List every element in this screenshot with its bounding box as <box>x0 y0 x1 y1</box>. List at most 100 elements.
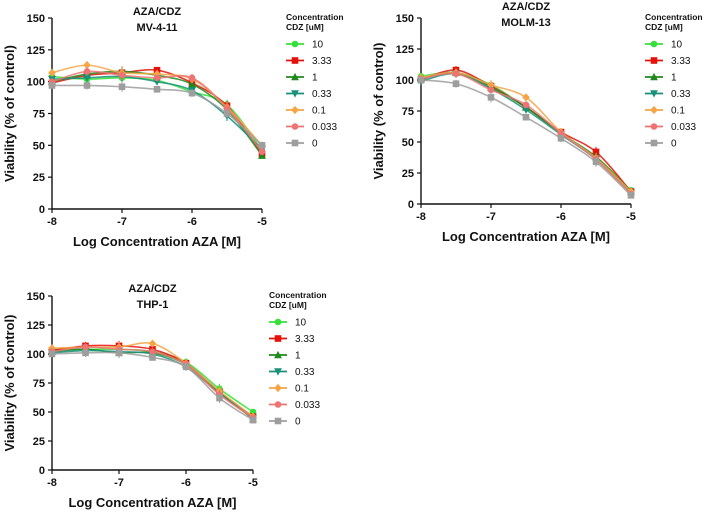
data-point <box>149 354 156 361</box>
legend-subtitle: CDZ [uM] <box>645 22 683 32</box>
data-point <box>216 394 223 402</box>
x-tick-label: -7 <box>117 216 127 228</box>
series-0.1 <box>417 68 635 196</box>
series-line <box>420 71 632 193</box>
y-tick-label: 0 <box>39 465 45 477</box>
legend-marker <box>274 417 282 425</box>
legend-marker <box>274 401 282 408</box>
legend-item-1: 1 <box>286 73 318 84</box>
data-point <box>417 76 425 84</box>
chart-title: AZA/CDZ <box>502 1 551 13</box>
legend-marker <box>291 57 299 64</box>
legend-label: 1 <box>312 73 318 84</box>
y-axis-label: Viability (% of control) <box>2 45 17 182</box>
data-point <box>48 68 56 77</box>
series-line <box>420 71 632 191</box>
data-point <box>149 348 156 355</box>
legend-marker <box>291 123 299 130</box>
legend-marker <box>274 350 282 359</box>
x-axis-label: Log Concentration AZA [M] <box>442 229 610 244</box>
y-tick-label: 75 <box>33 109 45 121</box>
series-0.033 <box>48 67 266 155</box>
x-tick-label: -5 <box>626 211 636 223</box>
legend-label: 3.33 <box>295 334 315 345</box>
series-0 <box>48 81 266 149</box>
legend-item-0: 0 <box>269 417 301 428</box>
series-0.33 <box>417 69 635 197</box>
chart-subtitle: THP-1 <box>137 299 169 311</box>
legend-label: 1 <box>295 351 301 362</box>
data-point <box>48 82 56 89</box>
chart-title: AZA/CDZ <box>133 6 182 18</box>
legend-label: 0.33 <box>312 89 332 100</box>
data-point <box>258 148 266 155</box>
legend-marker <box>650 139 658 147</box>
y-tick-label: 125 <box>27 45 45 57</box>
y-tick-label: 100 <box>27 77 45 89</box>
legend-item-3.33: 3.33 <box>286 56 332 67</box>
data-point <box>82 349 89 357</box>
legend-item-3.33: 3.33 <box>269 334 315 345</box>
legend-marker <box>274 368 282 376</box>
y-tick-label: 50 <box>33 407 45 419</box>
data-point <box>452 70 460 78</box>
legend-label: 10 <box>295 318 307 329</box>
x-tick-label: -8 <box>47 216 57 228</box>
legend-label: 0 <box>295 417 301 428</box>
x-axis-label: Log Concentration AZA [M] <box>68 495 236 510</box>
x-tick-label: -8 <box>47 477 57 489</box>
legend-title: Concentration <box>286 12 344 22</box>
data-point <box>48 350 56 358</box>
chart-subtitle: MOLM-13 <box>501 17 551 29</box>
series-line <box>51 351 254 421</box>
series-line <box>51 84 263 146</box>
legend-label: 0 <box>312 139 318 150</box>
series-3.33 <box>417 66 635 195</box>
data-point <box>118 72 126 79</box>
data-point <box>557 134 565 142</box>
data-point <box>115 349 123 357</box>
data-point <box>522 106 530 114</box>
x-axis-label: Log Concentration AZA [M] <box>73 234 241 249</box>
legend-item-0.33: 0.33 <box>645 89 691 100</box>
x-tick-label: -5 <box>257 216 267 228</box>
legend-marker <box>650 105 658 115</box>
data-point <box>452 80 460 88</box>
series-0.1 <box>48 61 266 150</box>
y-axis-label: Viability (% of control) <box>371 43 386 180</box>
data-point <box>83 61 91 70</box>
legend-item-0: 0 <box>645 139 677 150</box>
x-tick-label: -6 <box>187 216 197 228</box>
legend-label: 3.33 <box>312 56 332 67</box>
legend-marker <box>650 90 658 98</box>
y-tick-label: 150 <box>27 13 45 25</box>
legend-label: 10 <box>312 40 324 51</box>
data-point <box>557 130 565 137</box>
legend-label: 3.33 <box>671 56 691 67</box>
legend-label: 10 <box>671 40 683 51</box>
legend-item-0.033: 0.033 <box>645 122 696 133</box>
legend-item-3.33: 3.33 <box>645 56 691 67</box>
legend-label: 0.33 <box>295 367 315 378</box>
x-tick-label: -7 <box>486 211 496 223</box>
y-tick-label: 50 <box>33 140 45 152</box>
data-point <box>83 68 91 75</box>
legend-marker <box>650 57 658 64</box>
legend-label: 0.33 <box>671 89 691 100</box>
data-point <box>182 363 190 371</box>
legend-marker <box>291 139 299 147</box>
y-tick-label: 25 <box>33 172 45 184</box>
legend-label: 0.033 <box>312 122 337 133</box>
legend-item-10: 10 <box>269 318 307 329</box>
legend-label: 0.033 <box>671 122 696 133</box>
x-tick-label: -8 <box>416 211 426 223</box>
data-point <box>487 94 495 101</box>
data-point <box>148 339 157 348</box>
data-point <box>522 101 530 109</box>
y-tick-label: 0 <box>408 199 414 211</box>
legend-label: 0.033 <box>295 400 320 411</box>
series-0 <box>48 347 257 424</box>
series-line <box>420 72 632 195</box>
